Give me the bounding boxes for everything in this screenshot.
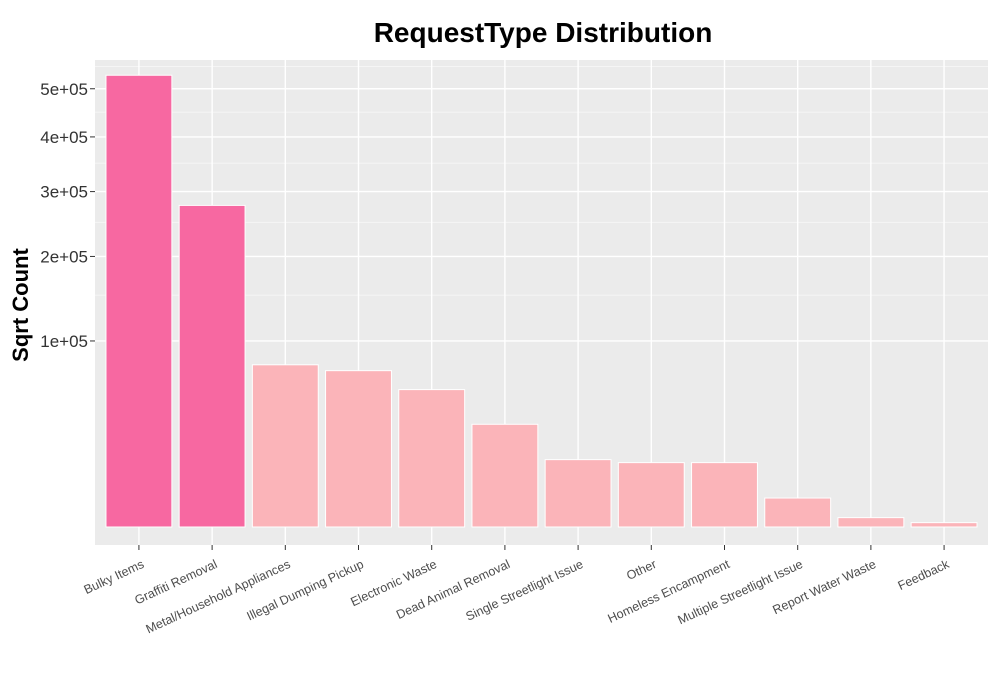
- y-tick-label: 4e+05: [40, 128, 88, 147]
- bar-report-water-waste: [837, 517, 905, 528]
- x-tick-label: Homeless Encampment: [606, 557, 733, 626]
- x-tick-label: Feedback: [896, 557, 952, 593]
- bar-illegal-dumping-pickup: [325, 370, 392, 528]
- y-tick-label: 5e+05: [40, 80, 88, 99]
- x-tick-label: Single Streetlight Issue: [464, 557, 586, 624]
- x-tick-label: Other: [624, 557, 658, 583]
- bar-graffiti-removal: [178, 204, 246, 528]
- bar-multiple-streetlight-issue: [764, 497, 832, 528]
- y-axis: 1e+05 2e+05 3e+05 4e+05 5e+05: [40, 80, 95, 351]
- y-tick-label: 1e+05: [40, 332, 88, 351]
- x-tick-label: Illegal Dumping Pickup: [245, 557, 366, 623]
- bar-homeless-encampment: [691, 462, 758, 528]
- bar-feedback: [910, 522, 978, 528]
- bar-metal-household-appliances: [251, 364, 319, 528]
- bars: [105, 74, 978, 528]
- bar-other: [617, 462, 685, 528]
- y-tick-label: 2e+05: [40, 247, 88, 266]
- bar-dead-animal-removal: [471, 423, 539, 528]
- y-tick-label: 3e+05: [40, 183, 88, 202]
- bar-single-streetlight-issue: [544, 459, 612, 528]
- bar-electronic-waste: [398, 389, 466, 528]
- x-tick-label: Multiple Streetlight Issue: [676, 557, 805, 627]
- chart-title: RequestType Distribution: [374, 17, 713, 48]
- bar-bulky-items: [105, 74, 173, 528]
- y-axis-label: Sqrt Count: [8, 248, 33, 362]
- x-tick-label: Bulky Items: [82, 557, 146, 597]
